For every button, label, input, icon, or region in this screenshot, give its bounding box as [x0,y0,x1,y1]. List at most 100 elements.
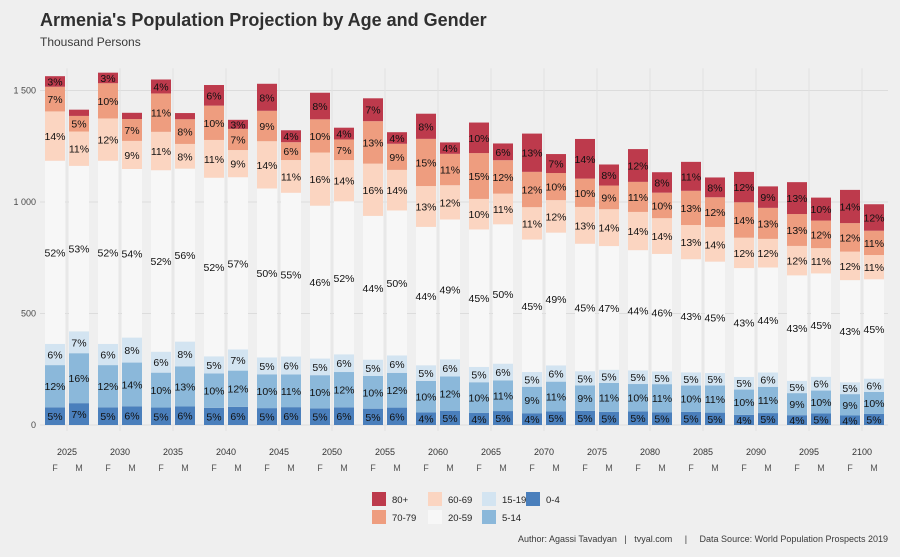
data-label: 8% [177,349,192,361]
bar-segment-60-69 [228,150,248,178]
bar-segment-60-69 [310,152,330,206]
x-tick-gender: M [605,463,613,473]
bar-segment-20-59 [864,279,884,379]
bar-segment-60-69 [787,245,807,276]
bar-segment-20-59 [787,275,807,381]
x-tick-gender: F [264,463,270,473]
bar-segment-5-14 [628,384,648,412]
bar-segment-70-79 [469,153,489,199]
bar-segment-60-69 [864,255,884,280]
x-tick-gender: M [234,463,242,473]
bar-segment-20-59 [440,219,460,360]
x-tick-gender: F [635,463,641,473]
data-label: 5% [683,413,698,425]
bar-segment-15-19 [387,355,407,373]
x-tick-gender: F [688,463,694,473]
data-label: 11% [758,395,778,407]
data-label: 12% [97,135,118,147]
x-tick-gender: F [529,463,535,473]
bar-segment-15-19 [281,356,301,375]
bar-segment-5-14 [864,391,884,414]
bar-segment-70-79 [652,192,672,219]
bar-segment-5-14 [599,382,619,412]
data-label: 12% [839,232,860,244]
x-tick-year: 2095 [799,447,819,457]
data-label: 6% [206,90,221,102]
data-label: 5% [601,413,616,425]
bar-segment-0-4 [228,406,248,425]
x-tick-year: 2045 [269,447,289,457]
data-label: 5% [654,373,669,385]
bar-segment-15-19 [469,366,489,383]
data-label: 12% [97,381,118,393]
bar-segment-70-79 [681,190,701,226]
data-label: 50% [492,289,513,301]
legend-swatch [526,492,540,506]
bar-segment-0-4 [310,408,330,425]
data-label: 10% [203,118,224,130]
bar-segment-5-14 [387,372,407,408]
data-label: 6% [177,411,192,423]
data-label: 7% [124,125,139,137]
bar-segment-5-14 [705,385,725,413]
bar-segment-60-69 [522,207,542,240]
bar-segment-5-14 [69,353,89,404]
data-label: 5% [736,378,751,390]
data-label: 8% [177,127,192,139]
data-label: 7% [71,409,86,421]
bar-segment-20-59 [705,261,725,374]
data-label: 12% [863,212,884,224]
bar-segment-15-19 [628,370,648,385]
x-tick-gender: M [181,463,189,473]
bar-segment-0-4 [628,411,648,425]
data-label: 10% [680,394,701,406]
data-label: 46% [651,308,672,320]
data-label: 55% [280,270,301,282]
bar-segment-20-59 [758,267,778,373]
bar-segment-70-79 [734,202,754,238]
data-label: 12% [439,197,460,209]
data-label: 11% [281,386,301,398]
data-label: 13% [680,203,701,215]
bar-segment-60-69 [69,131,89,166]
bar-segment-20-59 [628,250,648,371]
x-tick-gender: M [711,463,719,473]
bar-segment-0-4 [705,412,725,425]
bar-segment-20-59 [363,215,383,360]
data-label: 10% [309,387,330,399]
legend-label: 0-4 [546,495,560,506]
data-label: 12% [733,182,754,194]
bar-segment-20-59 [469,229,489,367]
data-label: 14% [733,215,754,227]
bar-segment-20-59 [681,259,701,373]
bar-segment-70-79 [69,115,89,132]
x-tick-gender: M [499,463,507,473]
data-label: 5% [866,414,881,426]
data-label: 7% [47,94,62,106]
data-label: 5% [259,361,274,373]
bar-segment-15-19 [599,369,619,383]
data-label: 7% [336,145,351,157]
bar-segment-80+ [122,112,142,120]
bar-segment-70-79 [310,119,330,153]
legend-label: 60-69 [448,495,472,506]
bar-segment-15-19 [98,343,118,366]
data-label: 15% [415,157,436,169]
bar-segment-0-4 [175,406,195,425]
bar-segment-15-19 [69,331,89,354]
data-label: 9% [789,399,804,411]
data-label: 13% [415,201,436,213]
data-label: 9% [524,395,539,407]
bar-segment-0-4 [69,403,89,425]
data-label: 9% [124,150,139,162]
bar-segment-60-69 [469,198,489,230]
bar-segment-70-79 [546,173,566,201]
data-label: 5% [577,373,592,385]
bar-segment-80+ [310,92,330,120]
bar-segment-15-19 [334,354,354,373]
bar-segment-15-19 [175,341,195,367]
bar-segment-70-79 [175,119,195,144]
bar-segment-60-69 [493,193,513,225]
bar-segment-60-69 [628,211,648,251]
bar-segment-0-4 [575,410,595,425]
